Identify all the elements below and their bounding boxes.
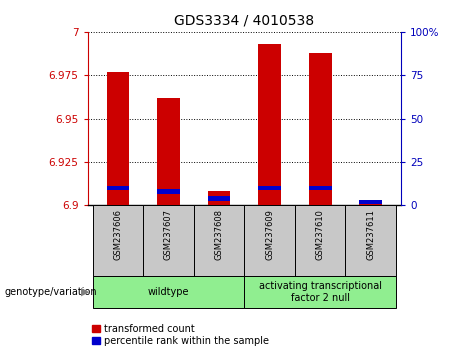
Bar: [360, 204, 382, 205]
Bar: [309, 53, 331, 205]
Bar: [244, 205, 295, 276]
Bar: [207, 196, 230, 201]
Text: GSM237608: GSM237608: [214, 209, 224, 260]
Legend: transformed count, percentile rank within the sample: transformed count, percentile rank withi…: [93, 324, 269, 346]
Text: GSM237611: GSM237611: [366, 209, 375, 260]
Bar: [295, 205, 345, 276]
Bar: [157, 98, 180, 205]
Bar: [106, 72, 129, 205]
Bar: [93, 276, 244, 308]
Bar: [258, 44, 281, 205]
Text: activating transcriptional
factor 2 null: activating transcriptional factor 2 null: [259, 281, 382, 303]
Text: genotype/variation: genotype/variation: [5, 287, 97, 297]
Bar: [93, 205, 143, 276]
Text: wildtype: wildtype: [148, 287, 189, 297]
Bar: [194, 205, 244, 276]
Bar: [309, 186, 331, 190]
Bar: [244, 276, 396, 308]
Bar: [106, 186, 129, 190]
Bar: [207, 192, 230, 205]
Text: ▶: ▶: [81, 287, 89, 297]
Title: GDS3334 / 4010538: GDS3334 / 4010538: [174, 14, 314, 28]
Text: GSM237610: GSM237610: [316, 209, 325, 260]
Bar: [157, 189, 180, 194]
Bar: [345, 205, 396, 276]
Bar: [143, 205, 194, 276]
Text: GSM237606: GSM237606: [113, 209, 123, 260]
Text: GSM237607: GSM237607: [164, 209, 173, 260]
Text: GSM237609: GSM237609: [265, 209, 274, 260]
Bar: [360, 200, 382, 204]
Bar: [258, 186, 281, 190]
